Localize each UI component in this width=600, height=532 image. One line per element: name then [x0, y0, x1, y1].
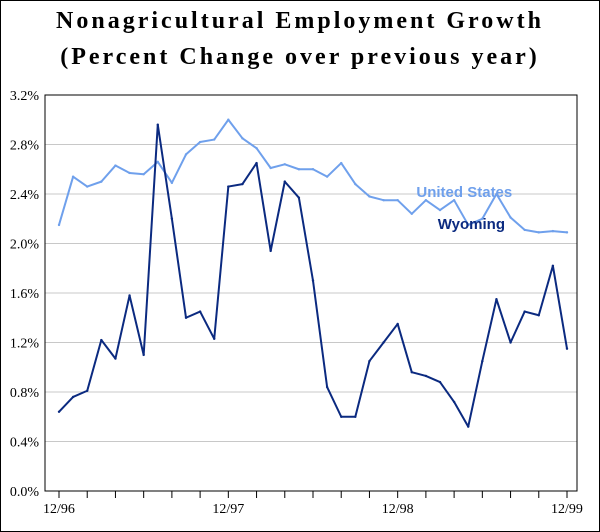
data-point	[368, 359, 371, 363]
data-point	[170, 181, 174, 185]
data-point	[100, 338, 103, 342]
data-point	[481, 359, 484, 363]
data-point	[269, 249, 272, 253]
data-point	[452, 198, 456, 202]
data-point	[184, 316, 188, 319]
data-point	[213, 138, 216, 141]
data-point	[156, 123, 159, 126]
data-point	[467, 223, 470, 227]
series-label-united-states: United States	[416, 184, 512, 201]
data-point	[438, 380, 442, 384]
chart-subtitle: (Percent Change over previous year)	[60, 44, 540, 70]
data-point	[255, 161, 258, 165]
data-point	[537, 231, 540, 234]
data-point	[495, 192, 498, 196]
data-point	[283, 163, 286, 166]
data-point	[340, 415, 343, 418]
y-tick-label: 2.0%	[10, 238, 40, 253]
chart-title: Nonagricultural Employment Growth	[56, 8, 544, 34]
x-tick-label: 12/98	[382, 502, 414, 517]
data-point	[509, 216, 512, 219]
y-tick-label: 3.2%	[10, 89, 40, 104]
data-point	[114, 357, 117, 360]
data-point	[170, 217, 174, 220]
data-point	[565, 347, 569, 350]
data-point	[452, 400, 456, 404]
data-point	[382, 198, 385, 202]
data-point	[382, 341, 385, 344]
data-point	[71, 175, 75, 178]
data-point	[396, 198, 399, 202]
data-point	[523, 310, 526, 313]
data-point	[340, 161, 343, 165]
data-point	[57, 410, 61, 413]
data-point	[354, 182, 357, 186]
data-point	[269, 166, 272, 170]
data-point	[396, 322, 399, 326]
data-point	[354, 415, 357, 418]
data-point	[509, 341, 512, 344]
data-point	[156, 160, 159, 164]
series-label-wyoming: Wyoming	[438, 216, 505, 233]
data-point	[481, 217, 484, 220]
data-point	[297, 196, 301, 199]
y-tick-label: 1.6%	[10, 287, 40, 302]
y-tick-label: 0.0%	[10, 485, 40, 500]
y-tick-label: 2.4%	[10, 188, 40, 203]
data-point	[523, 228, 526, 232]
data-point	[424, 198, 428, 202]
data-point	[128, 294, 131, 297]
data-point	[184, 153, 188, 156]
data-point	[198, 310, 202, 313]
data-point	[495, 297, 498, 301]
data-point	[410, 371, 413, 374]
data-point	[424, 374, 428, 378]
y-tick-label: 1.2%	[10, 337, 40, 352]
data-point	[142, 353, 145, 357]
data-point	[297, 168, 301, 171]
x-tick-label: 12/97	[212, 502, 244, 517]
data-point	[325, 385, 329, 389]
data-point	[57, 223, 61, 227]
data-point	[410, 212, 413, 215]
data-point	[213, 337, 216, 340]
data-point	[283, 180, 286, 183]
data-point	[565, 231, 569, 234]
plot-area	[44, 94, 578, 492]
data-point	[142, 173, 145, 176]
data-point	[128, 171, 131, 175]
data-point	[114, 164, 117, 167]
data-point	[227, 185, 230, 188]
y-tick-label: 0.4%	[10, 436, 40, 451]
data-point	[467, 425, 470, 428]
data-point	[241, 182, 244, 186]
data-point	[227, 118, 230, 121]
data-point	[537, 314, 540, 317]
data-point	[86, 185, 89, 188]
data-point	[551, 264, 555, 267]
data-point	[71, 395, 75, 399]
data-point	[311, 279, 315, 282]
x-tick-label: 12/99	[551, 502, 583, 517]
data-point	[241, 137, 244, 140]
data-point	[100, 180, 103, 183]
data-point	[86, 389, 89, 392]
data-point	[325, 175, 329, 178]
data-point	[551, 229, 555, 233]
x-tick-label: 12/96	[43, 502, 75, 517]
data-point	[438, 208, 442, 212]
y-tick-label: 2.8%	[10, 139, 40, 154]
data-point	[311, 168, 315, 171]
data-point	[198, 140, 202, 144]
y-tick-label: 0.8%	[10, 386, 40, 401]
data-point	[255, 147, 258, 150]
data-point	[368, 195, 371, 198]
